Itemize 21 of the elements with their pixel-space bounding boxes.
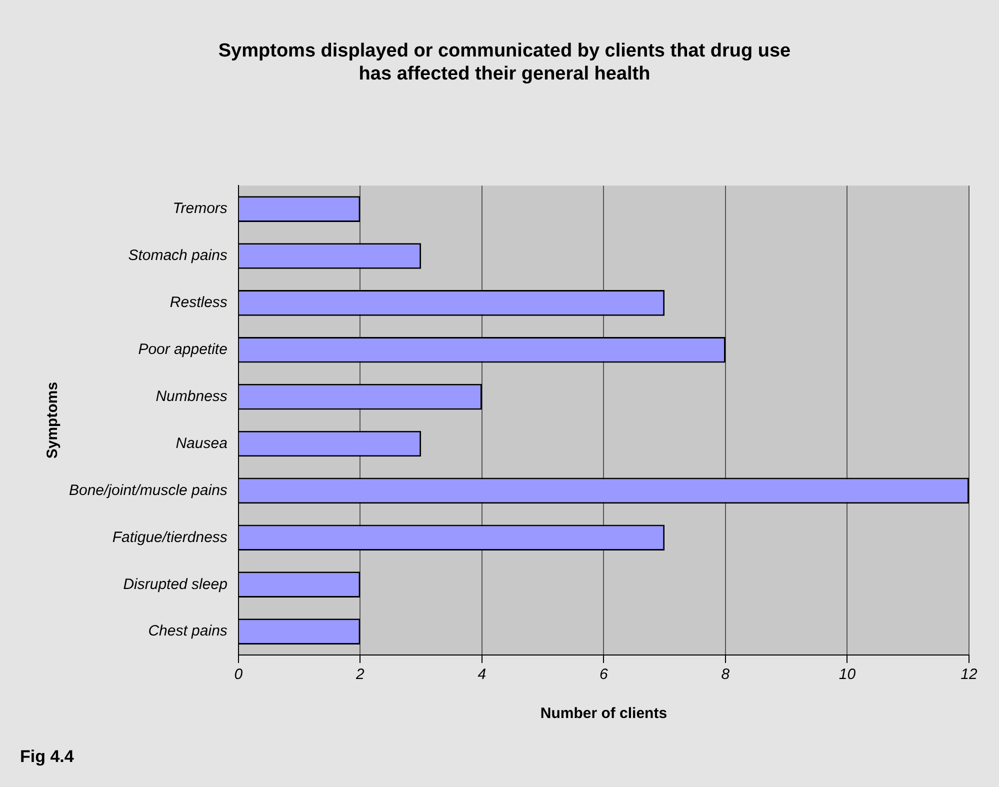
caption: Fig 4.4 <box>20 747 74 766</box>
y-tick-label: Fatigue/tierdness <box>112 528 228 546</box>
chart-title: Symptoms displayed or communicated by clients that drug use has affected their general health <box>218 40 791 84</box>
y-tick-label: Nausea <box>176 434 228 452</box>
y-tick-label: Restless <box>170 294 228 312</box>
x-tick-label: 2 <box>355 666 366 684</box>
x-tick-label: 12 <box>960 666 978 684</box>
y-tick-label: Disrupted sleep <box>123 576 228 593</box>
x-tick-label: 0 <box>234 666 244 684</box>
y-tick-label: Poor appetite <box>138 341 228 358</box>
y-axis-title: Symptoms <box>44 382 62 459</box>
x-tick-label: 6 <box>600 666 609 684</box>
y-tick-label: Numbness <box>156 388 228 405</box>
x-tick-label: 8 <box>721 666 730 684</box>
x-tick-label: 4 <box>478 666 486 684</box>
x-axis-title: Number of clients <box>540 705 668 722</box>
y-tick-label: Tremors <box>172 200 228 218</box>
x-tick-label: 10 <box>838 666 856 684</box>
y-tick-label: Stomach pains <box>128 247 228 264</box>
y-tick-label: Bone/joint/muscle pains <box>68 482 228 499</box>
y-tick-label: Chest pains <box>148 622 228 640</box>
